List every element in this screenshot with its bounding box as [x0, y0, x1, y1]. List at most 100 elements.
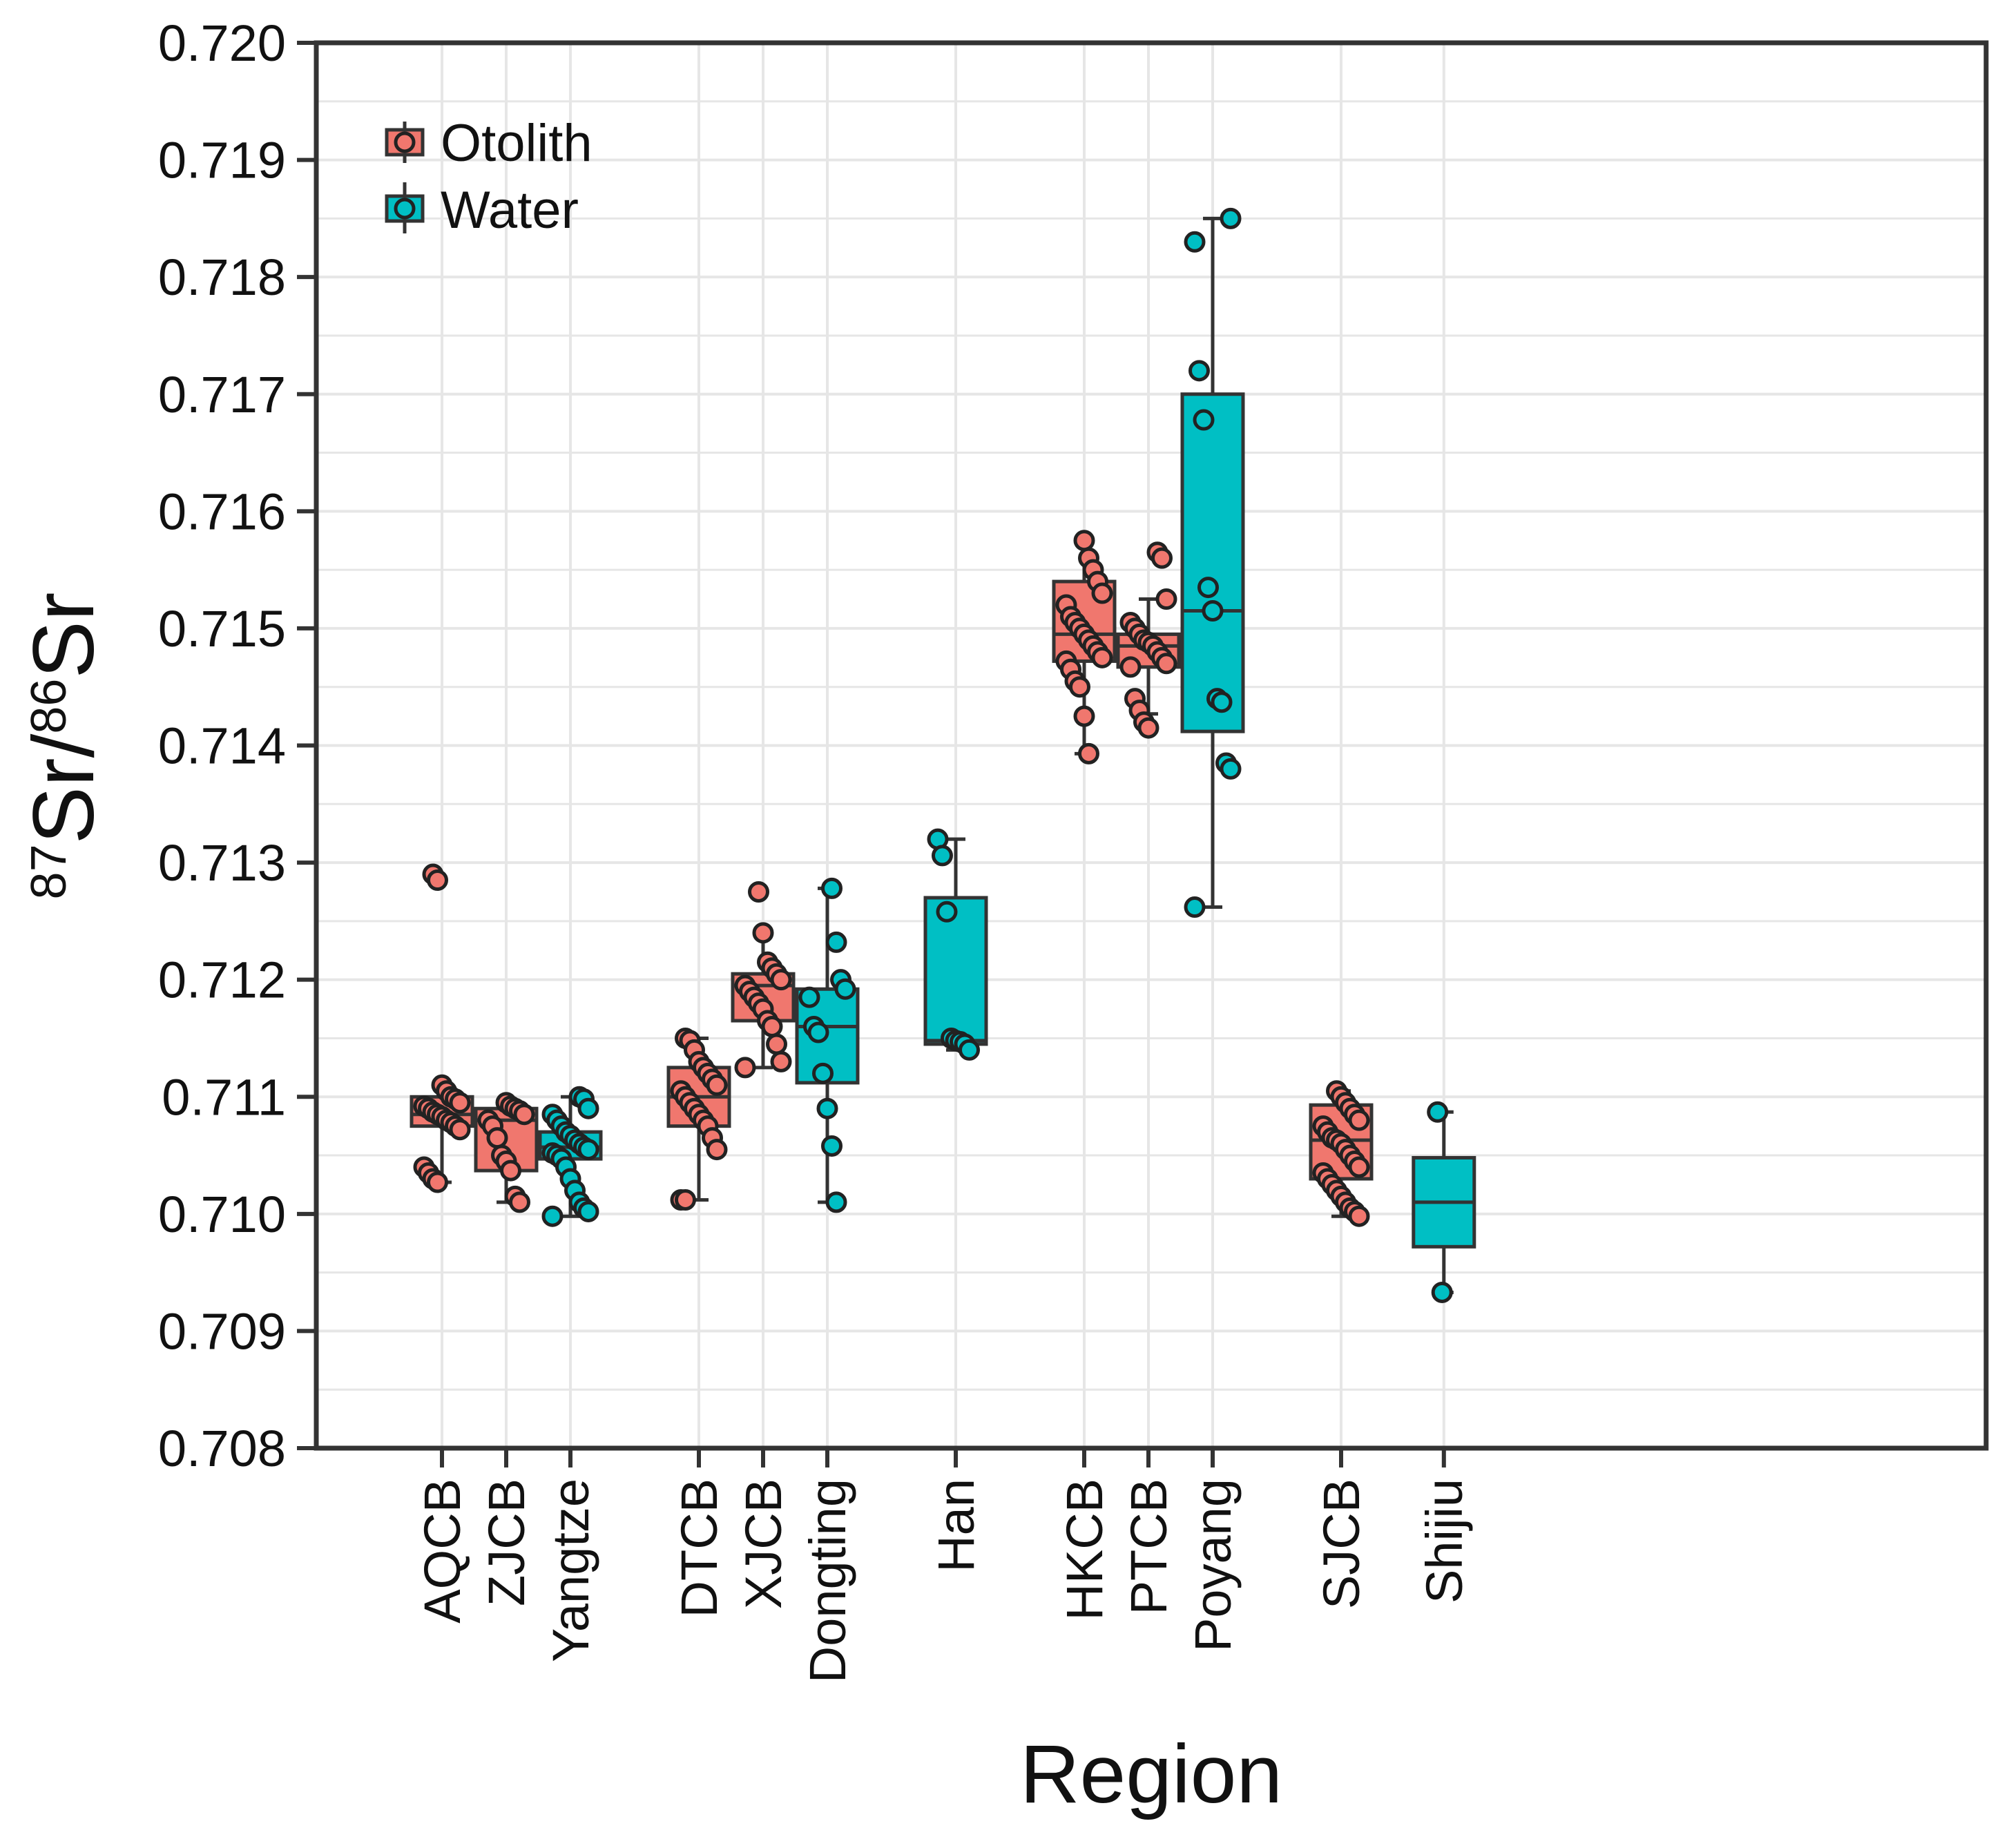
data-point-zjcb [513, 1104, 535, 1126]
data-point-dongting [798, 986, 820, 1008]
y-tick-label: 0.709 [158, 1302, 286, 1360]
y-tick-label: 0.708 [158, 1420, 286, 1477]
x-tick-label-dongting: Dongting [799, 1479, 856, 1683]
data-point-zjcb [500, 1159, 521, 1182]
x-tick-label-hkcb: HKCB [1056, 1479, 1113, 1621]
box-han [923, 896, 988, 1046]
data-point-poyang [1220, 758, 1242, 780]
data-point-hkcb [1073, 705, 1095, 727]
data-point-sjcb [1348, 1156, 1370, 1178]
data-point-ptcb [1155, 588, 1177, 610]
data-point-xjcb [761, 1016, 783, 1037]
data-point-poyang [1220, 207, 1242, 229]
data-point-han [932, 845, 953, 867]
data-point-poyang [1202, 599, 1224, 622]
data-point-aqcb [449, 1092, 471, 1114]
data-point-yangtze [577, 1139, 599, 1161]
y-tick-label: 0.717 [158, 366, 286, 423]
data-point-sjcb [1348, 1109, 1370, 1131]
data-point-dongting [816, 1097, 838, 1119]
y-tick-label: 0.718 [158, 249, 286, 306]
data-point-dongting [812, 1062, 834, 1084]
x-tick-label-sjcb: SJCB [1313, 1479, 1370, 1609]
data-point-hkcb [1078, 742, 1099, 764]
data-point-xjcb [748, 880, 769, 903]
data-point-han [959, 1039, 980, 1061]
x-tick-label-aqcb: AQCB [414, 1479, 471, 1624]
y-axis-title-sr-slash: Sr/ [16, 733, 112, 844]
data-point-yangtze [577, 1200, 599, 1222]
data-point-poyang [1211, 691, 1233, 713]
data-point-hkcb [1091, 646, 1113, 668]
data-point-dongting [834, 978, 856, 1000]
data-point-hkcb [1073, 530, 1095, 552]
x-tick-label-ptcb: PTCB [1120, 1479, 1177, 1615]
y-tick-label: 0.710 [158, 1186, 286, 1243]
point-layer [413, 207, 1453, 1303]
x-tick-label-zjcb: ZJCB [478, 1479, 535, 1606]
data-point-ptcb [1155, 653, 1177, 675]
data-point-shijiu [1431, 1281, 1453, 1303]
data-point-poyang [1188, 360, 1210, 382]
x-tick-label-dtcb: DTCB [671, 1479, 728, 1617]
data-point-xjcb [734, 1057, 756, 1079]
x-tick-label-shijiu: Shijiu [1416, 1479, 1473, 1604]
data-point-sjcb [1348, 1205, 1370, 1227]
data-point-dongting [807, 1021, 829, 1043]
data-point-han [936, 901, 958, 923]
legend-label-water: Water [441, 181, 579, 240]
data-point-poyang [1184, 896, 1206, 918]
data-point-xjcb [770, 1050, 792, 1072]
legend-label-otolith: Otolith [441, 114, 593, 173]
y-tick-label: 0.713 [158, 834, 286, 892]
data-point-aqcb [427, 1171, 448, 1193]
data-point-aqcb [427, 869, 448, 892]
legend-key-otolith [385, 122, 425, 163]
data-point-dongting [821, 877, 843, 899]
y-tick-label: 0.720 [158, 15, 286, 72]
data-point-shijiu [1427, 1101, 1449, 1123]
box-poyang [1180, 392, 1245, 733]
data-point-zjcb [509, 1191, 530, 1213]
y-tick-label: 0.714 [158, 718, 286, 775]
data-point-dtcb [706, 1074, 728, 1096]
data-point-xjcb [770, 969, 792, 991]
data-point-dongting [821, 1135, 843, 1157]
x-axis-title: Region [1020, 1728, 1282, 1820]
x-tick-label-han: Han [927, 1479, 985, 1572]
x-tick-label-yangtze: Yangtze [542, 1479, 599, 1662]
data-point-poyang [1197, 577, 1219, 599]
data-point-poyang [1193, 409, 1215, 431]
data-point-yangtze [577, 1097, 599, 1119]
data-point-hkcb [1069, 676, 1090, 698]
tick-layer: 0.708 0.709 0.710 0.711 0.712 0.713 0.714 0.715… [158, 15, 1473, 1683]
data-point-ptcb [1151, 547, 1173, 569]
data-point-hkcb [1091, 582, 1113, 604]
data-point-dongting [825, 1191, 847, 1213]
data-point-dtcb [706, 1139, 728, 1161]
data-point-yangtze [541, 1205, 564, 1227]
legend-key-water [385, 182, 425, 233]
y-axis-title-sr: Sr [16, 593, 112, 679]
y-axis-title: 87Sr/86Sr [16, 593, 112, 900]
data-point-xjcb [752, 922, 774, 944]
y-tick-label: 0.711 [162, 1068, 286, 1126]
data-point-ptcb [1119, 656, 1142, 678]
y-tick-label: 0.715 [158, 600, 286, 657]
legend-otolith-point [394, 131, 416, 153]
legend-water-point [394, 198, 416, 220]
y-tick-label: 0.712 [158, 952, 286, 1009]
data-point-dongting [825, 931, 847, 953]
y-tick-label: 0.719 [158, 132, 286, 189]
y-axis-title-sup-86: 86 [21, 679, 77, 734]
data-point-xjcb [766, 1033, 787, 1055]
data-point-ptcb [1137, 717, 1159, 739]
data-point-zjcb [486, 1127, 508, 1149]
legend: Otolith Water [385, 114, 593, 240]
y-axis-title-sup-87: 87 [21, 844, 77, 899]
data-point-dtcb [675, 1188, 696, 1211]
data-point-aqcb [449, 1119, 471, 1141]
data-point-poyang [1184, 231, 1206, 253]
x-tick-label-xjcb: XJCB [735, 1479, 792, 1609]
